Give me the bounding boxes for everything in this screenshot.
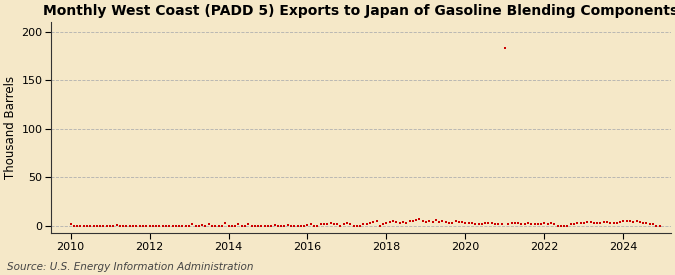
Y-axis label: Thousand Barrels: Thousand Barrels	[4, 76, 17, 179]
Text: Source: U.S. Energy Information Administration: Source: U.S. Energy Information Administ…	[7, 262, 253, 272]
Title: Monthly West Coast (PADD 5) Exports to Japan of Gasoline Blending Components: Monthly West Coast (PADD 5) Exports to J…	[43, 4, 675, 18]
